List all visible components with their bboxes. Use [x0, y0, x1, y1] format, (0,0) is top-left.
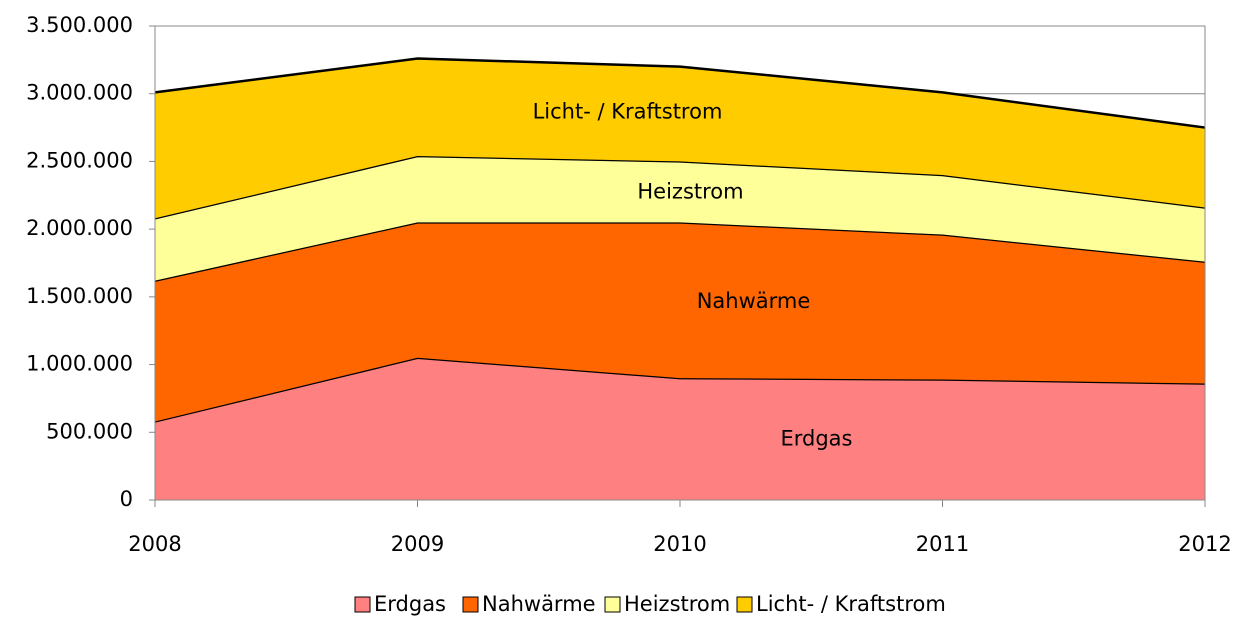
area — [155, 222, 1205, 422]
legend-swatch — [736, 596, 753, 613]
y-tick-label: 2.000.000 — [26, 216, 133, 240]
legend-label: Erdgas — [374, 592, 446, 616]
area — [155, 58, 1205, 219]
area-label: Nahwärme — [697, 289, 811, 313]
y-tick-label: 1.000.000 — [26, 352, 133, 376]
legend-label: Heizstrom — [624, 592, 730, 616]
y-tick-label: 3.500.000 — [26, 13, 133, 37]
x-tick-label: 2012 — [1178, 532, 1231, 556]
area-label: Licht- / Kraftstrom — [533, 100, 723, 124]
plot-border — [154, 25, 1206, 501]
area-edge — [154, 57, 1206, 129]
legend-swatch — [354, 596, 371, 613]
area-label: Heizstrom — [637, 179, 743, 203]
y-tick-label: 3.000.000 — [26, 81, 133, 105]
y-tick-label: 1.500.000 — [26, 284, 133, 308]
y-tick-label: 2.500.000 — [26, 148, 133, 172]
legend-swatch — [604, 596, 621, 613]
x-tick-label: 2010 — [653, 532, 706, 556]
y-tick-label: 500.000 — [46, 419, 133, 443]
area-label: Erdgas — [780, 426, 852, 450]
legend-label: Nahwärme — [482, 592, 596, 616]
x-tick-label: 2008 — [128, 532, 181, 556]
x-tick-label: 2009 — [391, 532, 444, 556]
y-tick-label: 0 — [120, 487, 133, 511]
area — [155, 357, 1205, 500]
area — [155, 156, 1205, 281]
legend-label: Licht- / Kraftstrom — [756, 592, 946, 616]
x-tick-label: 2011 — [916, 532, 969, 556]
legend-swatch — [462, 596, 479, 613]
